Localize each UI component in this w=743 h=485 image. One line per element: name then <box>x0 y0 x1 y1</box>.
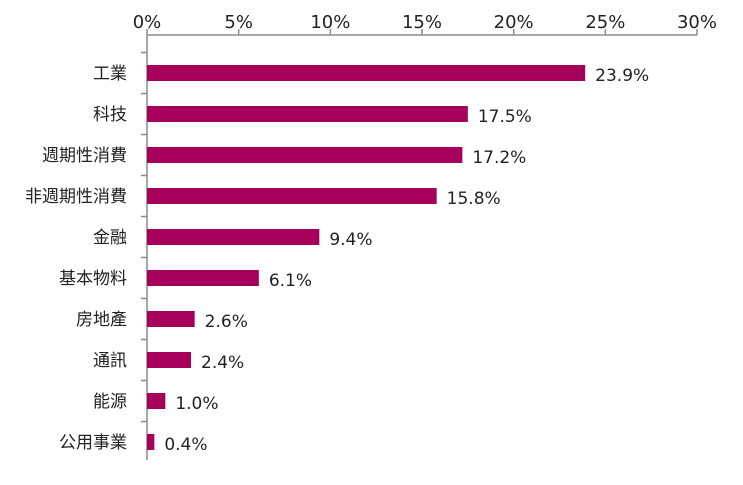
bar <box>147 106 468 122</box>
bar <box>147 147 463 163</box>
data-label: 2.6% <box>205 312 248 332</box>
data-label: 17.5% <box>478 107 532 127</box>
bar <box>147 311 195 327</box>
category-label: 工業 <box>93 64 127 84</box>
data-label: 15.8% <box>447 189 501 209</box>
x-tick-label: 20% <box>494 12 534 33</box>
bar <box>147 229 320 245</box>
x-tick-label: 30% <box>677 12 717 33</box>
category-label: 基本物料 <box>59 269 127 289</box>
bar <box>147 393 166 409</box>
data-labels: 23.9% 17.5% 17.2% 15.8% 9.4% 6.1% 2.6% 2.4% 1.0%… <box>164 66 649 455</box>
x-tick-label: 5% <box>224 12 253 33</box>
category-label: 科技 <box>93 105 127 125</box>
category-label: 非週期性消費 <box>25 187 127 207</box>
bar <box>147 270 259 286</box>
data-label: 6.1% <box>269 271 312 291</box>
x-tick-label: 0% <box>133 12 162 33</box>
category-label: 公用事業 <box>59 433 127 453</box>
category-label: 能源 <box>93 392 127 412</box>
bar <box>147 352 191 368</box>
x-tick-label: 25% <box>585 12 625 33</box>
x-tick-label: 10% <box>310 12 350 33</box>
y-ticks <box>141 51 147 423</box>
category-label: 房地產 <box>76 310 127 330</box>
bar <box>147 65 586 81</box>
data-label: 17.2% <box>472 148 526 168</box>
category-label: 通訊 <box>93 351 127 371</box>
x-ticks <box>146 29 698 35</box>
bars <box>147 65 586 450</box>
x-tick-labels: 0% 5% 10% 15% 20% 25% 30% <box>133 12 717 33</box>
data-label: 2.4% <box>201 353 244 373</box>
x-tick-label: 15% <box>402 12 442 33</box>
data-label: 23.9% <box>595 66 649 86</box>
data-label: 1.0% <box>175 394 218 414</box>
data-label: 9.4% <box>329 230 372 250</box>
bar <box>147 434 155 450</box>
category-label: 金融 <box>93 228 127 248</box>
data-label: 0.4% <box>164 435 207 455</box>
x-axis: 0% 5% 10% 15% 20% 25% 30% <box>133 12 717 36</box>
bar <box>147 188 437 204</box>
category-label: 週期性消費 <box>42 146 127 166</box>
